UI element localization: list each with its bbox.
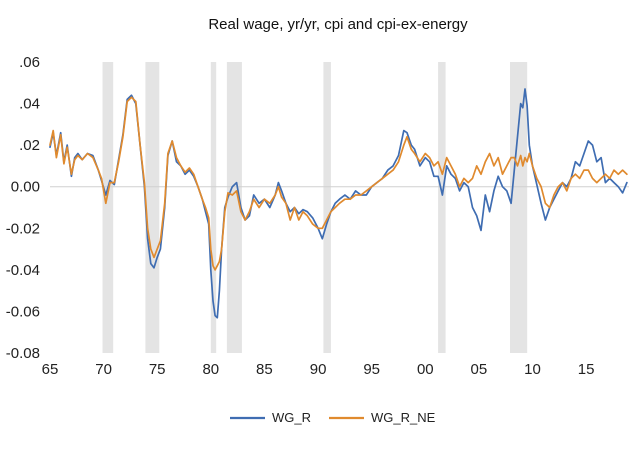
x-tick-label: 80 xyxy=(202,361,219,378)
y-tick-label: .02 xyxy=(19,137,40,154)
recession-band-4 xyxy=(323,62,331,353)
y-tick-label: -0.04 xyxy=(6,262,40,279)
y-tick-label: -0.02 xyxy=(6,220,40,237)
x-tick-label: 90 xyxy=(310,361,327,378)
series-lines xyxy=(49,88,628,319)
legend: WG_R WG_R_NE xyxy=(230,410,436,425)
x-tick-label: 70 xyxy=(95,361,112,378)
y-tick-label: .06 xyxy=(19,54,40,71)
x-tick-label: 75 xyxy=(149,361,166,378)
chart-title: Real wage, yr/yr, cpi and cpi-ex-energy xyxy=(208,16,468,33)
y-tick-label: -0.08 xyxy=(6,345,40,362)
y-tick-label: 0.00 xyxy=(11,179,40,196)
y-tick-label: -0.06 xyxy=(6,303,40,320)
series-line-wg-r-ne xyxy=(49,96,628,271)
legend-label-wg-r-ne: WG_R_NE xyxy=(371,410,436,425)
recession-band-5 xyxy=(438,62,446,353)
y-tick-label: .04 xyxy=(19,96,40,113)
recession-band-3 xyxy=(226,62,242,353)
x-tick-label: 15 xyxy=(578,361,595,378)
recession-band-0 xyxy=(102,62,114,353)
legend-label-wg-r: WG_R xyxy=(272,410,311,425)
recession-band-2 xyxy=(210,62,217,353)
recession-band-6 xyxy=(510,62,528,353)
x-tick-label: 65 xyxy=(42,361,59,378)
x-tick-label: 00 xyxy=(417,361,434,378)
x-tick-label: 10 xyxy=(524,361,541,378)
x-tick-label: 85 xyxy=(256,361,273,378)
recession-band-1 xyxy=(145,62,160,353)
x-tick-label: 95 xyxy=(363,361,380,378)
x-tick-label: 05 xyxy=(471,361,488,378)
recession-shading xyxy=(102,62,528,353)
